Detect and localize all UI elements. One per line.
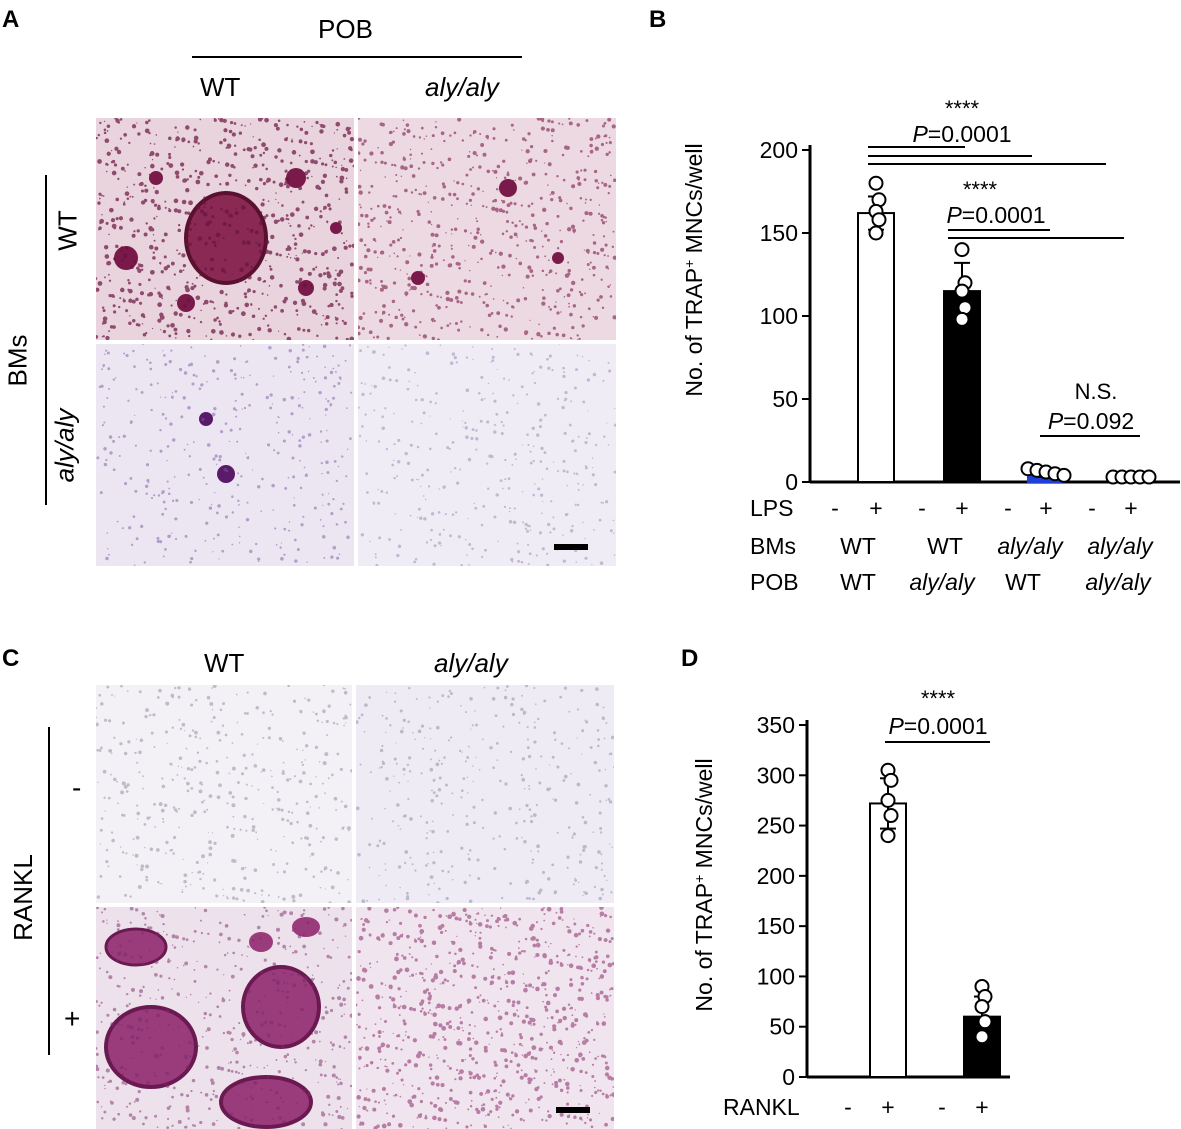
ytick-label-50: 50: [772, 386, 798, 412]
chart-b-pob-3: WT: [1005, 569, 1041, 595]
chart-b-bars: [857, 175, 1157, 485]
micrograph-c-aly-minus: [356, 685, 614, 903]
chart-b-bms-2: WT: [927, 533, 963, 559]
ytick-label-50: 50: [769, 1014, 795, 1040]
ytick-label-150: 150: [760, 220, 798, 246]
ytick-label-0: 0: [782, 1064, 795, 1090]
ytick-label-100: 100: [760, 303, 798, 329]
ytick-label-350: 350: [757, 712, 795, 738]
micrograph-a-wt-aly: [358, 118, 616, 340]
chart-b-row-pob: POB: [750, 569, 799, 595]
ytick-label-150: 150: [757, 913, 795, 939]
chart-b-bms-4: aly/aly: [1087, 533, 1154, 559]
panel-letter-d: D: [681, 645, 699, 672]
c-row-label-minus: -: [72, 772, 82, 803]
chart-d: No. of TRAP+ MNCs/well **** P=0.0001 0 50…: [691, 686, 1010, 1120]
micrograph-c-wt-plus: [96, 907, 352, 1129]
chart-b-pob-1: WT: [840, 569, 876, 595]
chart-b-pob-4: aly/aly: [1085, 569, 1152, 595]
chart-b-sig2-p: P=0.0001: [946, 202, 1045, 228]
col-label-aly: aly/aly: [425, 72, 499, 102]
rankl-2: -: [938, 1094, 946, 1120]
rankl-group-label: RANKL: [7, 854, 38, 941]
lps-7: +: [1124, 495, 1137, 521]
point-3-2: [974, 999, 990, 1015]
point-3-3: [977, 1014, 993, 1030]
lps-6: -: [1088, 495, 1096, 521]
lps-4: -: [1004, 495, 1012, 521]
lps-2: -: [918, 495, 926, 521]
ytick-label-100: 100: [757, 963, 795, 989]
rankl-3: +: [975, 1094, 988, 1120]
point-1-3: [883, 808, 899, 824]
point-1-0: [868, 175, 884, 191]
chart-b-sig1-p: P=0.0001: [912, 121, 1011, 147]
chart-d-sig-p: P=0.0001: [888, 713, 987, 739]
chart-b: No. of TRAP+ MNCs/well **** P=0.0001 ***…: [681, 96, 1180, 595]
chart-b-ylabel: No. of TRAP+ MNCs/well: [681, 143, 707, 396]
point-1-4: [868, 225, 884, 241]
micrograph-c-aly-plus: [356, 907, 614, 1129]
ytick-label-300: 300: [757, 762, 795, 788]
micrograph-a-aly-wt: [96, 344, 354, 566]
c-row-label-plus: +: [64, 1003, 81, 1034]
chart-b-row-bms: BMs: [750, 533, 796, 559]
rankl-group-line: [48, 727, 50, 1055]
c-col-label-wt: WT: [204, 648, 245, 678]
point-1-4: [880, 828, 896, 844]
point-3-4: [954, 311, 970, 327]
point-1-3: [871, 212, 887, 228]
point-3-2: [954, 283, 970, 299]
chart-b-sig2-stars: ****: [963, 177, 998, 202]
chart-d-sig-stars: ****: [921, 686, 956, 711]
chart-b-bms-1: WT: [840, 533, 876, 559]
lps-0: -: [831, 495, 839, 521]
rankl-1: +: [881, 1094, 894, 1120]
chart-b-lps-row: - + - + - + - +: [831, 495, 1138, 521]
point-3-0: [954, 242, 970, 258]
ytick-label-200: 200: [757, 863, 795, 889]
chart-d-rankl-row: - + - +: [844, 1094, 989, 1120]
point-7-4: [1141, 469, 1157, 485]
ytick-label-0: 0: [785, 469, 798, 495]
point-3-4: [974, 1029, 990, 1045]
micrograph-a-wt-wt: [96, 118, 354, 340]
bar-1: [869, 802, 907, 1079]
micrograph-c-wt-minus: [96, 685, 352, 903]
chart-b-row-lps: LPS: [750, 495, 793, 521]
col-label-wt: WT: [200, 72, 241, 102]
chart-b-bms-3: aly/aly: [997, 533, 1064, 559]
chart-d-bars: [869, 762, 1001, 1079]
rankl-0: -: [844, 1094, 852, 1120]
lps-5: +: [1039, 495, 1052, 521]
point-1-2: [880, 792, 896, 808]
bar-1: [857, 212, 895, 484]
scale-bar-c: [556, 1107, 590, 1113]
chart-b-sig3-stars: N.S.: [1075, 379, 1118, 404]
chart-d-row-rankl: RANKL: [723, 1094, 800, 1120]
panel-letter-a: A: [2, 6, 20, 33]
ytick-label-200: 200: [760, 137, 798, 163]
chart-d-ylabel: No. of TRAP+ MNCs/well: [691, 758, 717, 1011]
point-5-4: [1056, 467, 1072, 483]
panel-letter-c: C: [2, 645, 20, 672]
pob-header-line: [192, 56, 522, 58]
lps-1: +: [869, 495, 882, 521]
pob-header: POB: [318, 14, 373, 44]
bms-group-line: [45, 175, 47, 505]
chart-b-pob-2: aly/aly: [909, 569, 976, 595]
panel-letter-b: B: [649, 6, 667, 33]
row-label-aly: aly/aly: [49, 408, 80, 483]
bms-group-label: BMs: [2, 334, 33, 387]
micrograph-a-aly-aly: [358, 344, 616, 566]
ytick-label-250: 250: [757, 813, 795, 839]
point-1-1: [883, 772, 899, 788]
lps-3: +: [955, 495, 968, 521]
scale-bar-a: [554, 544, 588, 550]
c-col-label-aly: aly/aly: [434, 648, 508, 678]
row-label-wt: WT: [52, 210, 83, 251]
chart-b-sig3-p: P=0.092: [1048, 408, 1134, 434]
chart-b-sig1-stars: ****: [945, 96, 980, 121]
